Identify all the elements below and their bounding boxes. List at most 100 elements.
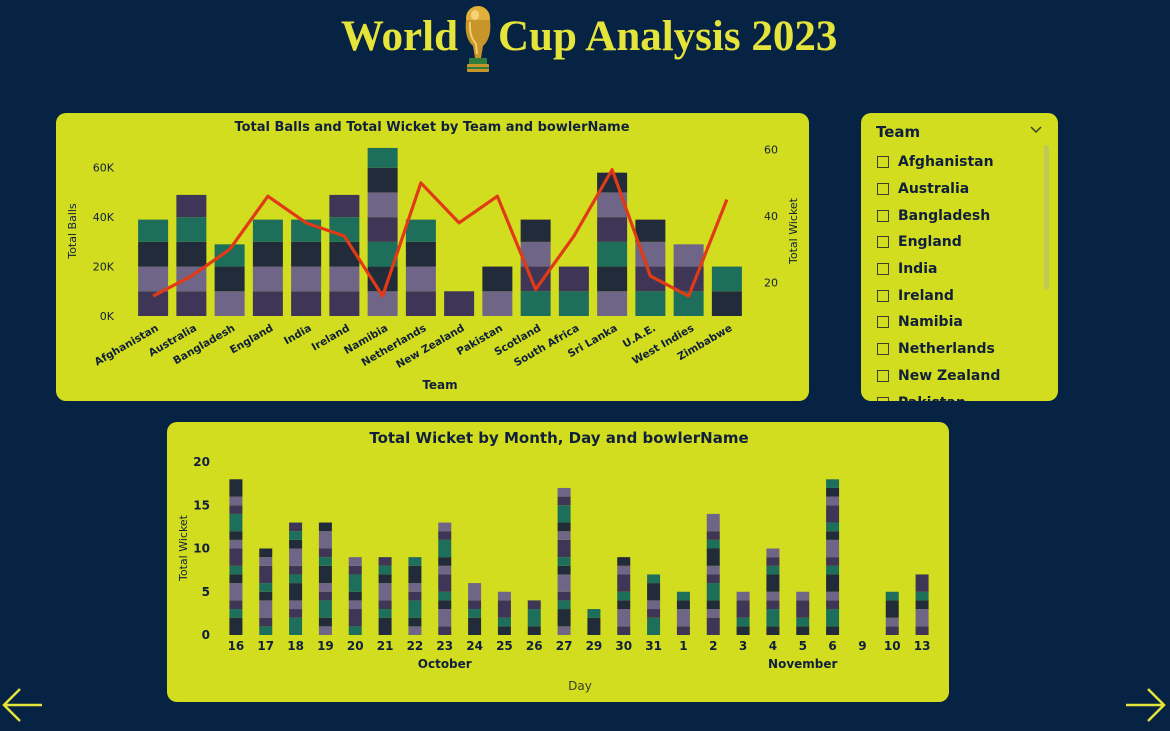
chart2-bar-segment[interactable] [408,557,422,566]
checkbox[interactable] [877,183,889,196]
chart2-bar-segment[interactable] [289,617,303,635]
chart1-bar-segment[interactable] [214,244,245,267]
checkbox[interactable] [877,343,889,356]
chart1-bar-segment[interactable] [176,194,207,218]
slicer-item[interactable]: England [877,229,1047,256]
chart2-bar-segment[interactable] [527,626,541,635]
chart1-bar-segment[interactable] [405,291,436,316]
chart2-bar-segment[interactable] [289,609,303,618]
chart2-bar-segment[interactable] [378,574,392,584]
chart2-bar-segment[interactable] [259,591,273,601]
team-slicer[interactable]: Team Afghanistan Australia Bangladesh Engla… [861,113,1058,401]
chart2-bar-segment[interactable] [497,591,511,601]
chart1-bar-segment[interactable] [597,291,628,316]
chart2-bar-segment[interactable] [259,565,273,584]
chart2-bar-segment[interactable] [318,548,332,558]
chart2-bar-segment[interactable] [557,496,571,506]
checkbox[interactable] [877,236,889,249]
chart1-bar-segment[interactable] [138,219,169,242]
chart1-bar-segment[interactable] [558,291,589,316]
chart2-bar-segment[interactable] [468,617,482,635]
chart2-bar-segment[interactable] [617,557,631,566]
chart1-bar-segment[interactable] [138,266,169,292]
chart2-bar-segment[interactable] [289,522,303,532]
chart2-bar-segment[interactable] [706,531,720,540]
chart2-bar-segment[interactable] [348,626,362,635]
checkbox[interactable] [877,369,889,382]
chart2-bar-segment[interactable] [468,609,482,618]
chart2-bar-segment[interactable] [706,574,720,584]
chart2-bar-segment[interactable] [826,609,840,627]
chart2-bar-segment[interactable] [557,574,571,592]
chart2-bar-segment[interactable] [408,565,422,584]
checkbox[interactable] [877,263,889,276]
slicer-item[interactable]: New Zealand [877,363,1047,390]
chart1-bar-segment[interactable] [367,167,398,193]
chart1-bar-segment[interactable] [635,291,666,316]
chart2-bar-segment[interactable] [826,496,840,506]
slicer-item[interactable]: Pakistan [877,389,1047,401]
chart2-bar-segment[interactable] [766,574,780,592]
chart2-bar-segment[interactable] [438,600,452,610]
chart2-bar-segment[interactable] [706,565,720,575]
chart2-bar-segment[interactable] [289,583,303,601]
chart2-bar-segment[interactable] [826,591,840,601]
chart2-bar-segment[interactable] [348,557,362,566]
chart2-bar-segment[interactable] [348,565,362,575]
chart2-bar-segment[interactable] [348,574,362,592]
chart2-bar-segment[interactable] [229,574,243,584]
chart2-bar-segment[interactable] [796,617,810,627]
chart1-bar-segment[interactable] [291,291,322,316]
slicer-item[interactable]: Netherlands [877,336,1047,363]
chart1-bar-segment[interactable] [520,291,551,316]
chart1-wicket-line[interactable] [152,168,729,298]
chart2-bar-segment[interactable] [348,591,362,601]
chart2-bar-segment[interactable] [706,513,720,532]
slicer-item[interactable]: Bangladesh [877,202,1047,229]
chart2-bar-segment[interactable] [318,583,332,592]
chart1-bar-segment[interactable] [176,241,207,267]
chart2-bar-segment[interactable] [229,565,243,575]
chart2-bar-segment[interactable] [915,591,929,601]
chart2-bar-segment[interactable] [557,487,571,497]
slicer-item[interactable]: Afghanistan [877,149,1047,176]
chart2-bar-segment[interactable] [438,591,452,601]
chart1-bar-segment[interactable] [176,217,207,242]
chart2-bar-segment[interactable] [826,565,840,575]
checkbox[interactable] [877,289,889,302]
chart2-bar-segment[interactable] [229,583,243,601]
chart2-bar-segment[interactable] [378,617,392,635]
chart2-bar-segment[interactable] [408,617,422,627]
chart1-bar-segment[interactable] [252,291,283,316]
chart2-bar-segment[interactable] [885,626,899,635]
chart1-bar-segment[interactable] [252,241,283,267]
chart2-bar-segment[interactable] [259,600,273,618]
chart2-bar-segment[interactable] [557,600,571,610]
chart2-bar-segment[interactable] [587,617,601,635]
chart2-bar-segment[interactable] [736,600,750,618]
chart2-bar-segment[interactable] [557,539,571,558]
wickets-by-day-chart[interactable]: Total Wicket by Month, Day and bowlerNam… [167,422,949,702]
chart2-bar-segment[interactable] [438,522,452,532]
chart2-bar-segment[interactable] [766,548,780,558]
chart2-bar-segment[interactable] [826,531,840,540]
chart2-bar-segment[interactable] [527,609,541,627]
chart2-bar-segment[interactable] [766,626,780,635]
chart1-bar-segment[interactable] [597,266,628,292]
chart2-bar-segment[interactable] [408,626,422,635]
chart2-bar-segment[interactable] [557,591,571,601]
chart2-bar-segment[interactable] [229,609,243,618]
chart2-bar-segment[interactable] [289,548,303,566]
chart2-bar-segment[interactable] [826,539,840,558]
chart2-bar-segment[interactable] [378,609,392,618]
chart1-bar-segment[interactable] [482,266,513,292]
chart2-bar-segment[interactable] [497,600,511,618]
chart2-bar-segment[interactable] [318,557,332,566]
chart2-bar-segment[interactable] [318,531,332,549]
chart2-bar-segment[interactable] [348,609,362,627]
chart2-bar-segment[interactable] [229,548,243,566]
chart2-bar-segment[interactable] [408,600,422,618]
chart2-bar-segment[interactable] [647,600,661,610]
chart2-bar-segment[interactable] [766,565,780,575]
chart2-bar-segment[interactable] [259,548,273,558]
